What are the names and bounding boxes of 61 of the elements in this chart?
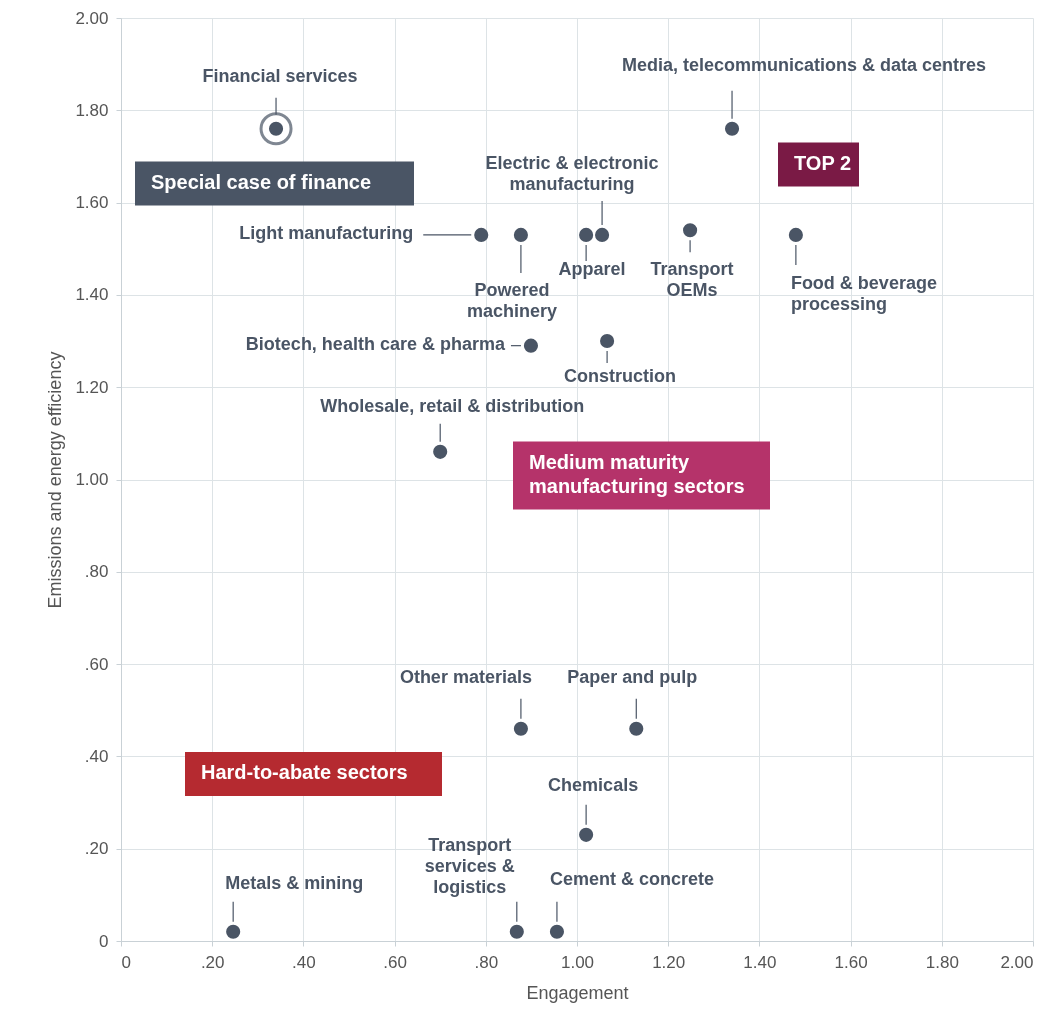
data-label: Other materials [399,666,532,687]
point [474,227,489,242]
data-label: Paper and pulp [567,666,698,687]
x-tick-label: 1.00 [560,952,595,972]
x-tick-label: .80 [474,952,499,972]
x-axis-title: Engagement [526,982,629,1003]
y-tick-label: 0 [99,931,109,951]
annotation: Hard-to-abate sectors [201,761,408,783]
point [433,444,448,459]
data-label: Construction [564,366,677,387]
data-label: Electric & electronic manufacturing [485,152,659,194]
point [579,227,594,242]
point [226,924,241,939]
annotation: Medium maturity manufacturing sectors [529,450,745,497]
y-tick-label: .40 [84,746,109,766]
data-label: Cement & concrete [549,868,714,889]
point [513,721,528,736]
y-tick-label: 2.00 [75,8,109,28]
data-label: Transport services & logistics [424,834,515,897]
y-axis-title: Emissions and energy efficiency [45,351,66,609]
x-tick-label: .20 [200,952,225,972]
data-label: Metals & mining [225,872,364,893]
x-tick-label: .60 [383,952,407,972]
data-label: Transport OEMs [650,259,734,301]
x-tick-label: 1.40 [743,952,777,972]
y-tick-label: .20 [84,839,109,859]
y-tick-label: 1.00 [75,470,109,489]
annotation: Special case of finance [151,170,372,193]
data-label: Food & beverage processing [790,272,937,314]
point [629,721,644,736]
y-tick-label: 1.40 [75,285,109,305]
data-label: Chemicals [548,774,639,795]
data-label: Light manufacturing [239,222,414,243]
point [595,227,610,242]
point [509,924,524,939]
x-tick-label: .40 [292,952,316,972]
y-tick-label: 1.80 [75,100,109,120]
data-label: Media, telecommunications & data centres [621,54,987,75]
point [600,333,615,349]
annotation: TOP 2 [794,151,852,174]
data-label: Powered machinery [466,279,557,321]
y-tick-label: 1.20 [75,377,109,397]
point [788,227,803,242]
y-tick-label: .80 [84,562,109,582]
y-tick-label: .60 [84,654,109,674]
data-label: Wholesale, retail & distribution [320,395,585,416]
data-label: Apparel [558,258,626,279]
x-tick-label: 1.60 [834,952,868,972]
point [579,827,594,842]
point [523,338,539,353]
point [513,227,528,242]
x-tick-label: 1.20 [652,952,686,972]
point [724,121,740,136]
data-label: Financial services [202,65,358,86]
point [549,924,565,939]
x-tick-label: 0 [121,952,131,972]
point [683,223,698,238]
x-tick-label: 1.80 [925,952,959,972]
data-label: Biotech, health care & pharma [245,333,506,354]
y-tick-label: 1.60 [75,193,109,213]
x-tick-label: 2.00 [1000,952,1034,972]
